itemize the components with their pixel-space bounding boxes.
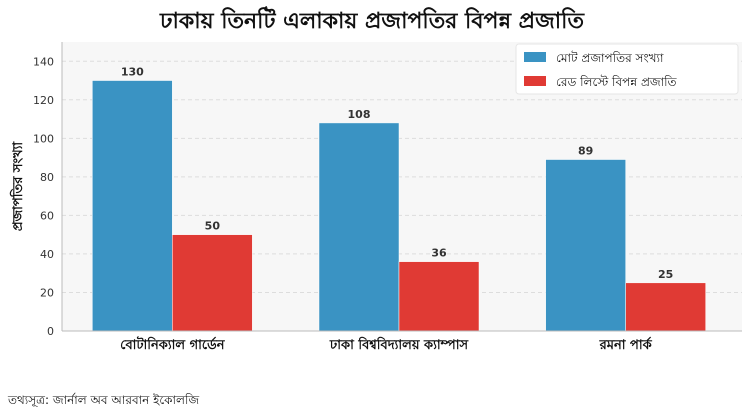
x-tick-label: বোটানিক্যাল গার্ডেন: [120, 336, 226, 353]
bar: [545, 159, 626, 332]
bar-value-label: 25: [658, 268, 673, 281]
legend-label: রেড লিস্টে বিপন্ন প্রজাতি: [556, 75, 678, 89]
bar-value-label: 108: [348, 108, 371, 121]
y-tick-label: 120: [33, 94, 54, 107]
bar-value-label: 130: [121, 66, 144, 79]
y-tick-label: 100: [33, 132, 54, 145]
bar-value-label: 50: [205, 220, 221, 233]
y-tick-label: 20: [40, 286, 54, 299]
bar: [92, 80, 173, 332]
legend-swatch: [524, 76, 546, 86]
y-tick-label: 40: [40, 248, 54, 261]
y-tick-label: 60: [40, 209, 54, 222]
bar: [398, 261, 480, 332]
source-note: তথ্যসূত্র: জার্নাল অব আরবান ইকোলজি: [8, 393, 200, 407]
x-tick-label: রমনা পার্ক: [599, 336, 653, 353]
legend-swatch: [524, 52, 546, 62]
bar-value-label: 89: [578, 145, 593, 158]
legend-box: [515, 43, 739, 95]
y-axis-label: প্রজাপতির সংখ্যা: [9, 141, 26, 232]
chart-title: ঢাকায় তিনটি এলাকায় প্রজাপতির বিপন্ন প্…: [160, 9, 584, 34]
x-tick-label: ঢাকা বিশ্ববিদ্যালয় ক্যাম্পাস: [329, 336, 470, 353]
y-tick-label: 140: [33, 55, 54, 68]
legend-label: মোট প্রজাপতির সংখ্যা: [556, 51, 664, 65]
bar-value-label: 36: [431, 247, 447, 260]
bar: [318, 122, 400, 332]
bar: [172, 234, 253, 332]
bar: [625, 282, 706, 332]
y-tick-label: 80: [40, 171, 54, 184]
y-tick-label: 0: [47, 325, 54, 338]
